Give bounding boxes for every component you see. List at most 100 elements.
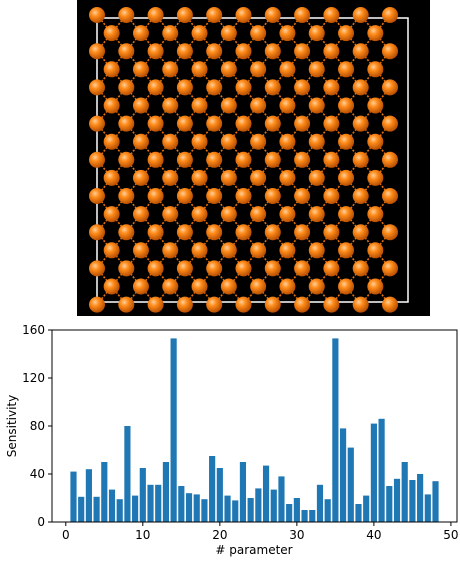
bar <box>178 486 185 522</box>
atom <box>176 260 193 277</box>
atom <box>279 169 296 186</box>
bar <box>309 510 316 522</box>
atom <box>103 61 120 78</box>
atom <box>264 79 281 96</box>
atom <box>382 151 398 168</box>
atom <box>206 296 223 313</box>
atom <box>191 206 208 223</box>
atom <box>220 25 237 42</box>
atom <box>294 79 311 96</box>
y-tick-label: 0 <box>37 515 45 529</box>
bar <box>116 499 123 522</box>
atom <box>132 25 149 42</box>
atom <box>89 151 105 168</box>
atom <box>382 7 398 23</box>
atom <box>264 188 281 204</box>
atom <box>338 97 355 114</box>
atom <box>382 260 398 277</box>
atom <box>162 206 179 223</box>
atom <box>206 188 223 204</box>
atom <box>89 115 105 132</box>
atom <box>308 61 325 78</box>
atom <box>220 61 237 78</box>
atom <box>162 133 179 150</box>
atom <box>103 97 120 114</box>
bar <box>301 510 308 522</box>
atom <box>367 61 384 78</box>
atom <box>103 169 120 186</box>
atom <box>367 242 384 259</box>
atom <box>206 151 223 168</box>
bar <box>216 468 223 522</box>
atom <box>220 133 237 150</box>
atom <box>235 296 252 313</box>
atom <box>147 188 164 204</box>
bar <box>247 498 254 522</box>
atom <box>103 133 120 150</box>
atom <box>352 296 369 313</box>
atom <box>191 278 208 295</box>
atom <box>162 278 179 295</box>
x-tick-label: 0 <box>62 528 70 542</box>
atom <box>132 133 149 150</box>
y-tick-label: 120 <box>22 371 45 385</box>
atom <box>206 43 223 60</box>
atom <box>176 43 193 60</box>
atom <box>250 97 267 114</box>
atom <box>147 79 164 96</box>
atom <box>176 188 193 204</box>
atom <box>220 278 237 295</box>
atom <box>367 169 384 186</box>
atom <box>176 151 193 168</box>
bar <box>139 468 146 522</box>
atom <box>191 169 208 186</box>
bar <box>78 496 85 522</box>
atom <box>162 97 179 114</box>
bar <box>347 447 354 522</box>
atom <box>191 61 208 78</box>
atom <box>338 242 355 259</box>
atom <box>352 224 369 241</box>
atom <box>294 296 311 313</box>
atom <box>162 25 179 42</box>
atom <box>89 7 105 23</box>
bar <box>232 500 239 522</box>
atom <box>294 224 311 241</box>
bar <box>278 476 285 522</box>
atom <box>367 25 384 42</box>
x-tick-label: 40 <box>366 528 381 542</box>
atom <box>103 242 120 259</box>
atom <box>264 43 281 60</box>
bar <box>324 499 331 522</box>
atom <box>264 115 281 132</box>
atom <box>352 43 369 60</box>
atom <box>250 278 267 295</box>
atom <box>250 242 267 259</box>
bar <box>147 484 154 522</box>
x-tick-label: 20 <box>212 528 227 542</box>
bar <box>401 462 408 522</box>
atom <box>294 7 311 23</box>
atom <box>250 169 267 186</box>
atom <box>279 242 296 259</box>
atom <box>323 188 340 204</box>
atom <box>294 260 311 277</box>
atom <box>147 296 164 313</box>
bar <box>209 456 216 522</box>
atom <box>338 278 355 295</box>
bar <box>393 478 401 522</box>
bar <box>124 426 131 522</box>
atom <box>103 278 120 295</box>
atom <box>338 206 355 223</box>
y-tick-label: 160 <box>22 323 45 337</box>
atom <box>103 206 120 223</box>
atom <box>118 43 135 60</box>
bar <box>132 495 139 522</box>
bar <box>239 462 247 522</box>
atom <box>89 188 105 204</box>
bar <box>193 494 200 522</box>
bar <box>255 488 262 522</box>
atom <box>382 79 398 96</box>
atom <box>162 61 179 78</box>
